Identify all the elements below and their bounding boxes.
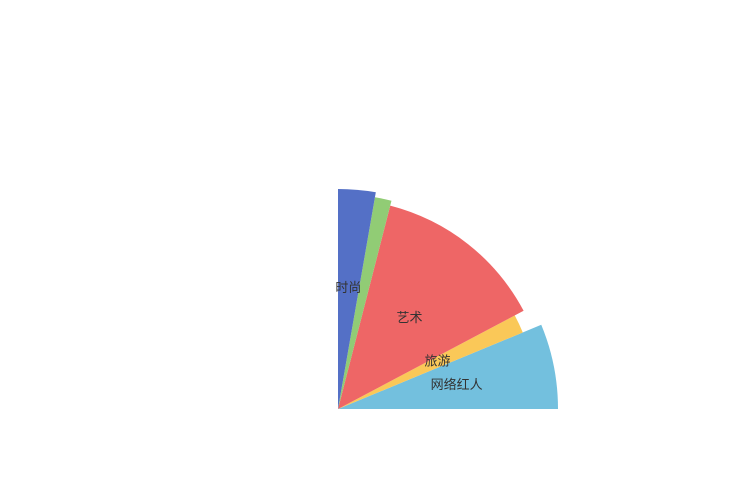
slice-label-1: 网络红人 xyxy=(431,377,483,393)
slices-layer xyxy=(338,189,558,409)
slice-3[interactable] xyxy=(338,205,524,409)
slice-4[interactable] xyxy=(338,197,392,409)
slice-5[interactable] xyxy=(338,189,376,409)
slice-1[interactable] xyxy=(338,324,558,409)
slice-label-3: 艺术 xyxy=(397,311,423,326)
labels-layer: 网络红人 旅游 艺术 时尚 xyxy=(335,281,482,393)
slice-2[interactable] xyxy=(338,315,523,409)
slice-label-2: 旅游 xyxy=(425,355,451,370)
slice-label-5: 时尚 xyxy=(335,281,361,296)
